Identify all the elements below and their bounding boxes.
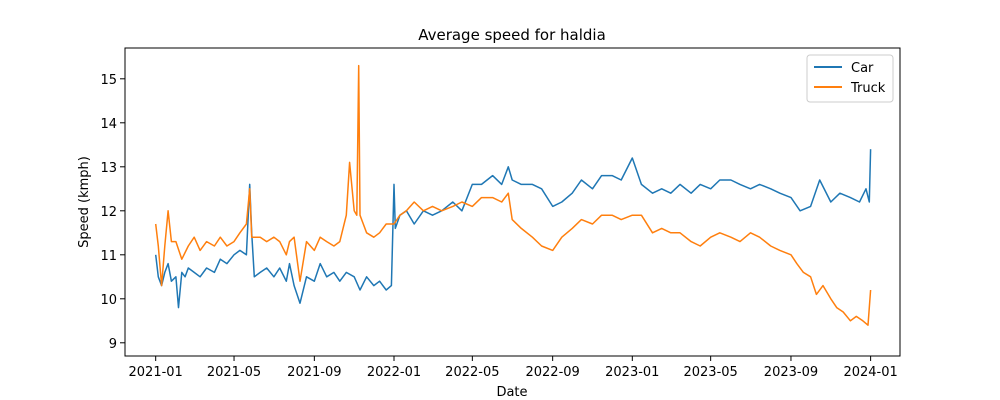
x-tick-label: 2021-05 xyxy=(207,365,261,380)
series-line-car xyxy=(154,149,872,309)
x-axis: 2021-01 2021-05 2021-09 2022-01 2022-05 2022-… xyxy=(129,356,898,380)
y-tick-label: 9 xyxy=(109,337,117,352)
series-layer xyxy=(154,64,872,326)
y-tick-label: 15 xyxy=(100,73,117,88)
y-tick-label: 10 xyxy=(100,293,117,308)
x-axis-label: Date xyxy=(496,385,527,400)
series-line-truck xyxy=(154,64,872,326)
legend: Car Truck xyxy=(806,54,894,103)
x-tick-label: 2023-09 xyxy=(764,365,818,380)
y-axis-label: Speed (kmph) xyxy=(77,156,92,248)
y-axis: 9 10 11 12 13 14 15 xyxy=(100,73,125,352)
legend-label-truck: Truck xyxy=(850,81,886,96)
y-tick-label: 14 xyxy=(100,117,117,132)
x-tick-label: 2022-01 xyxy=(367,365,421,380)
y-tick-label: 12 xyxy=(100,205,117,220)
x-tick-label: 2022-05 xyxy=(445,365,499,380)
plot-area-frame xyxy=(124,47,901,357)
x-tick-label: 2021-01 xyxy=(129,365,183,380)
x-tick-label: 2024-01 xyxy=(843,365,897,380)
legend-label-car: Car xyxy=(851,61,874,76)
x-tick-label: 2021-09 xyxy=(287,365,341,380)
x-tick-label: 2022-09 xyxy=(525,365,579,380)
chart-title: Average speed for haldia xyxy=(418,26,606,44)
y-tick-label: 13 xyxy=(100,161,117,176)
y-tick-label: 11 xyxy=(100,249,117,264)
x-tick-label: 2023-05 xyxy=(683,365,737,380)
x-tick-label: 2023-01 xyxy=(605,365,659,380)
